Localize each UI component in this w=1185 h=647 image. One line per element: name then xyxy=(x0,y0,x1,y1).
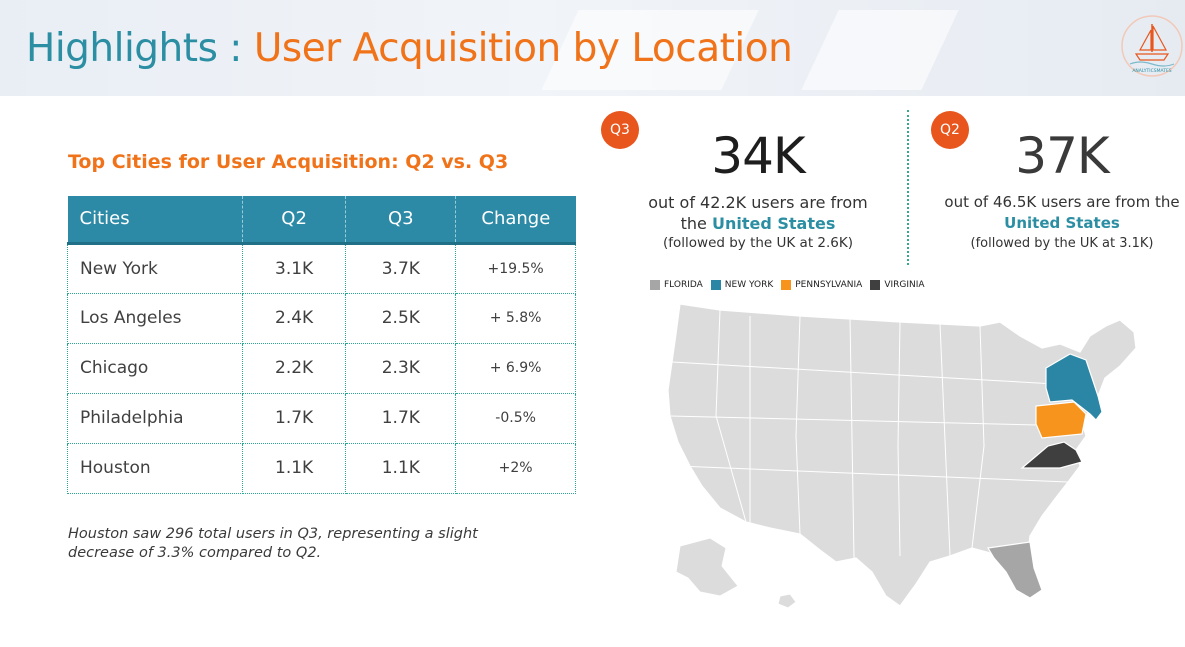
title-topic: User Acquisition by Location xyxy=(253,26,793,71)
virginia-state xyxy=(1020,441,1083,469)
header-band xyxy=(0,0,1185,96)
legend-label: FLORIDA xyxy=(664,280,703,290)
column-header-change: Change xyxy=(455,196,576,245)
table-header-row: Cities Q2 Q3 Change xyxy=(67,196,576,245)
q3-stat-note: (followed by the UK at 2.6K) xyxy=(662,235,853,251)
q2-cell: 1.1K xyxy=(242,443,347,494)
legend-item-florida: FLORIDA xyxy=(650,280,703,290)
state-borders xyxy=(669,309,1091,559)
table-row: Los Angeles 2.4K 2.5K + 5.8% xyxy=(67,293,576,344)
column-header-q2: Q2 xyxy=(242,196,347,245)
q3-user-count: 34K xyxy=(711,127,805,185)
q3-badge: Q3 xyxy=(601,111,639,149)
table-row: Houston 1.1K 1.1K +2% xyxy=(67,443,576,494)
change-cell: + 5.8% xyxy=(455,293,576,344)
legend-swatch xyxy=(781,280,792,290)
q2-stat-block: 37K out of 46.5K users are from the Unit… xyxy=(940,126,1184,253)
legend-label: PENNSYLVANIA xyxy=(795,280,863,290)
q3-cell: 1.1K xyxy=(345,443,457,494)
header-decoration xyxy=(801,10,959,90)
page-title: Highlights : User Acquisition by Locatio… xyxy=(26,26,793,71)
legend-label: VIRGINIA xyxy=(884,280,925,290)
q3-cell: 1.7K xyxy=(345,393,457,444)
legend-item-pennsylvania: PENNSYLVANIA xyxy=(781,280,862,290)
q2-cell: 1.7K xyxy=(242,393,347,444)
hawaii-shape xyxy=(777,593,797,609)
change-cell: +19.5% xyxy=(455,243,576,294)
column-header-q3: Q3 xyxy=(345,196,457,245)
city-cell: Chicago xyxy=(67,343,243,394)
legend-label: NEW YORK xyxy=(724,280,774,290)
stat-divider xyxy=(907,110,909,265)
q3-country-highlight: United States xyxy=(711,214,836,233)
q3-cell: 2.5K xyxy=(345,293,457,344)
legend-item-virginia: VIRGINIA xyxy=(870,280,925,290)
sailboat-logo-icon: ANALYTICSMATES xyxy=(1121,15,1183,77)
table-row: New York 3.1K 3.7K +19.5% xyxy=(67,243,576,294)
q3-stat-line2: the United States xyxy=(640,213,876,234)
q2-country-highlight: United States xyxy=(1004,214,1120,232)
change-cell: +2% xyxy=(455,443,576,494)
change-cell: -0.5% xyxy=(455,393,576,444)
city-cell: Los Angeles xyxy=(67,293,243,344)
table-row: Philadelphia 1.7K 1.7K -0.5% xyxy=(67,393,576,444)
column-header-cities: Cities xyxy=(67,196,243,245)
logo-text: ANALYTICSMATES xyxy=(1132,68,1171,74)
change-cell: + 6.9% xyxy=(455,343,576,394)
q2-badge: Q2 xyxy=(931,111,969,149)
q2-stat-note: (followed by the UK at 3.1K) xyxy=(970,236,1154,251)
q2-stat-line2: United States xyxy=(940,213,1184,234)
legend-swatch xyxy=(710,280,721,290)
table-title: Top Cities for User Acquisition: Q2 vs. … xyxy=(68,151,509,173)
alaska-shape xyxy=(675,537,739,597)
q3-cell: 2.3K xyxy=(345,343,457,394)
map-legend: FLORIDA NEW YORK PENNSYLVANIA VIRGINIA xyxy=(650,280,925,290)
q2-user-count: 37K xyxy=(1015,127,1109,185)
q3-stat-line1: out of 42.2K users are from xyxy=(648,193,868,212)
new-york-state xyxy=(1045,353,1103,421)
florida-state xyxy=(987,541,1043,599)
q2-cell: 3.1K xyxy=(242,243,347,294)
legend-swatch xyxy=(870,280,881,290)
city-cell: Houston xyxy=(67,443,243,494)
q3-cell: 3.7K xyxy=(345,243,457,294)
houston-note: Houston saw 296 total users in Q3, repre… xyxy=(68,526,478,561)
pennsylvania-state xyxy=(1035,401,1087,439)
city-cell: Philadelphia xyxy=(67,393,243,444)
title-highlights: Highlights : xyxy=(26,26,254,71)
q2-stat-line1: out of 46.5K users are from the xyxy=(944,193,1180,211)
q3-stat-block: 34K out of 42.2K users are from the Unit… xyxy=(640,126,876,253)
cities-table: Cities Q2 Q3 Change New York 3.1K 3.7K +… xyxy=(67,196,576,494)
legend-item-new-york: NEW YORK xyxy=(710,280,774,290)
q3-stat-prefix: the xyxy=(680,214,712,233)
city-cell: New York xyxy=(67,243,243,294)
q2-cell: 2.4K xyxy=(242,293,347,344)
legend-swatch xyxy=(650,280,660,290)
q2-cell: 2.2K xyxy=(242,343,347,394)
table-row: Chicago 2.2K 2.3K + 6.9% xyxy=(67,343,576,394)
us-map xyxy=(667,303,1137,609)
